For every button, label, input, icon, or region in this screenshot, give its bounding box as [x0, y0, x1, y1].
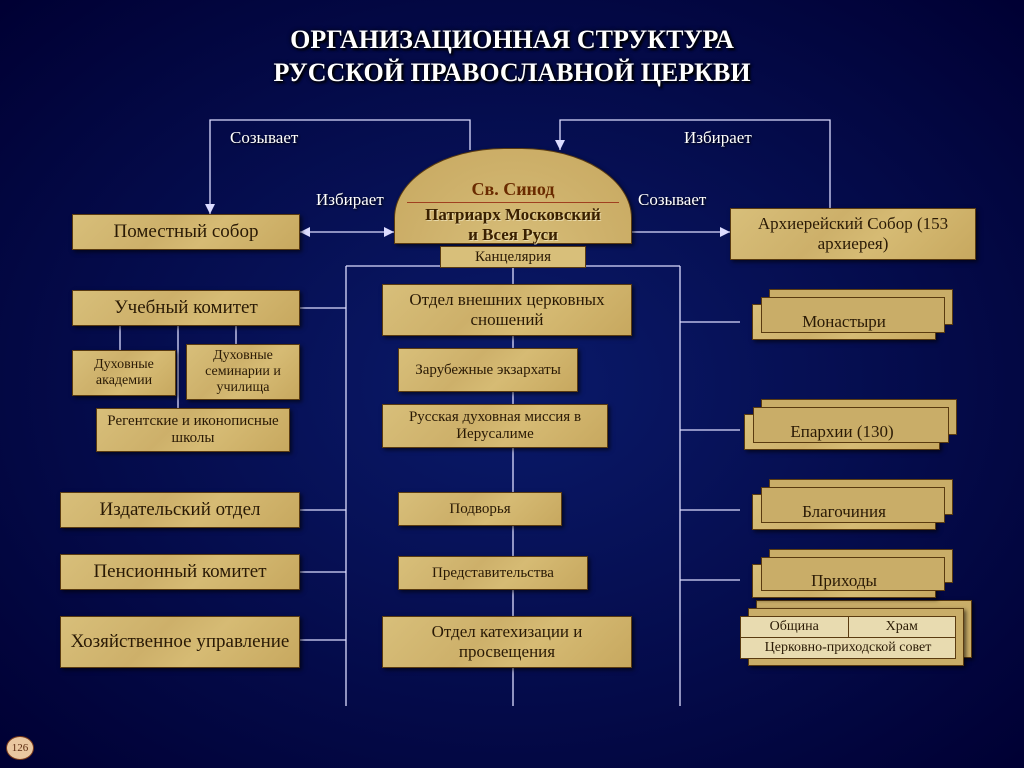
node-parish-sub: Община Храм Церковно-приходской совет [740, 616, 956, 659]
node-monasteries: Монастыри [752, 304, 936, 340]
parish-sub-bottom: Церковно-приходской совет [741, 637, 955, 658]
node-bishops-council: Архиерейский Собор (153 архиерея) [730, 208, 976, 260]
node-courtyards: Подворья [398, 492, 562, 526]
parish-sub-left: Община [741, 617, 849, 637]
page-title: ОРГАНИЗАЦИОННАЯ СТРУКТУРА РУССКОЙ ПРАВОС… [0, 24, 1024, 89]
node-deaneries: Благочиния [752, 494, 936, 530]
node-chancellery: Канцелярия [440, 246, 586, 268]
node-regent-schools: Регентские и иконописные школы [96, 408, 290, 452]
node-academies: Духовные академии [72, 350, 176, 396]
node-pension: Пенсионный комитет [60, 554, 300, 590]
node-parishes: Приходы [752, 564, 936, 598]
node-catechesis: Отдел катехизации и просвещения [382, 616, 632, 668]
label-convenes-left: Созывает [230, 128, 298, 148]
node-exarchates: Зарубежные экзархаты [398, 348, 578, 392]
dome-line-patriarch-2: и Всея Руси [395, 225, 631, 245]
node-publishing: Издательский отдел [60, 492, 300, 528]
dome-line-patriarch-1: Патриарх Московский [395, 205, 631, 225]
dome-line-synod: Св. Синод [395, 179, 631, 200]
node-local-council: Поместный собор [72, 214, 300, 250]
label-elects-right: Избирает [684, 128, 752, 148]
slide-number-badge: 126 [6, 736, 34, 760]
node-teaching-comm: Учебный комитет [72, 290, 300, 326]
node-synod-patriarch: Св. Синод Патриарх Московский и Всея Рус… [394, 148, 632, 244]
node-seminaries: Духовные семинарии и училища [186, 344, 300, 400]
parish-sub-right: Храм [849, 617, 956, 637]
node-economic: Хозяйственное управление [60, 616, 300, 668]
label-convenes-right: Созывает [638, 190, 706, 210]
title-line-2: РУССКОЙ ПРАВОСЛАВНОЙ ЦЕРКВИ [273, 58, 750, 87]
node-missions: Представительства [398, 556, 588, 590]
node-jerusalem: Русская духовная миссия в Иерусалиме [382, 404, 608, 448]
node-dioceses: Епархии (130) [744, 414, 940, 450]
title-line-1: ОРГАНИЗАЦИОННАЯ СТРУКТУРА [290, 25, 734, 54]
label-elects-left: Избирает [316, 190, 384, 210]
node-external-rel: Отдел внешних церковных сношений [382, 284, 632, 336]
